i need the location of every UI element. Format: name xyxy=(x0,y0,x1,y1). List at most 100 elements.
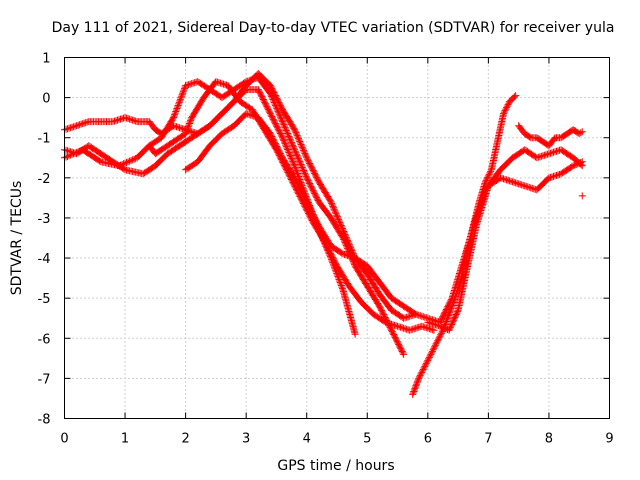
data-point xyxy=(445,326,453,334)
data-point xyxy=(503,176,511,184)
data-point xyxy=(444,313,452,321)
y-tick-labels: 1 0 -1 -2 -3 -4 -5 -6 -7 -8 xyxy=(38,52,51,428)
data-point xyxy=(412,310,420,318)
data-point xyxy=(433,338,441,346)
data-point xyxy=(409,389,417,397)
data-point xyxy=(539,152,547,160)
data-point xyxy=(453,308,461,316)
data-point xyxy=(284,146,292,154)
data-point xyxy=(412,324,420,332)
data-point xyxy=(275,110,283,118)
data-point xyxy=(452,312,460,320)
data-point xyxy=(540,151,548,159)
data-point xyxy=(519,181,527,189)
data-point xyxy=(422,314,430,322)
data-point xyxy=(341,251,349,259)
data-point xyxy=(351,330,359,338)
data-point xyxy=(434,322,442,330)
data-point xyxy=(188,80,196,88)
data-point xyxy=(546,173,554,181)
data-point xyxy=(289,157,297,165)
data-point xyxy=(284,130,292,137)
series-track-6 xyxy=(409,92,520,398)
data-point xyxy=(437,323,445,331)
data-point xyxy=(545,150,553,158)
data-point xyxy=(294,135,302,143)
data-point xyxy=(290,144,298,152)
y-tick-label: -6 xyxy=(38,332,51,347)
data-point xyxy=(62,146,70,154)
data-point xyxy=(176,124,184,132)
y-tick-label: -2 xyxy=(38,172,51,187)
data-point xyxy=(71,122,79,130)
data-point xyxy=(446,325,454,333)
data-point xyxy=(451,313,459,321)
y-axis-label: SDTVAR / TECUs xyxy=(9,181,25,296)
chart-title: Day 111 of 2021, Sidereal Day-to-day VTE… xyxy=(52,20,615,36)
x-tick-labels: 0 1 2 3 4 5 6 7 8 9 xyxy=(60,432,613,447)
data-point xyxy=(524,183,532,191)
data-point xyxy=(291,127,299,135)
data-point xyxy=(129,156,137,164)
data-point xyxy=(126,115,134,123)
x-tick-label: 1 xyxy=(121,432,129,447)
data-point xyxy=(269,96,277,104)
data-point xyxy=(172,108,180,116)
data-point xyxy=(267,91,275,99)
data-point xyxy=(176,95,184,103)
data-point xyxy=(403,325,411,333)
y-tick-label: -5 xyxy=(38,292,51,307)
data-point xyxy=(301,171,309,179)
data-point xyxy=(414,376,422,384)
data-point xyxy=(302,152,310,160)
data-point xyxy=(294,155,302,163)
data-point xyxy=(175,100,183,108)
series-track-3 xyxy=(61,70,420,322)
data-point xyxy=(423,358,431,366)
data-point xyxy=(121,114,129,122)
data-point xyxy=(444,312,452,320)
data-point xyxy=(182,128,190,136)
data-point xyxy=(335,216,343,224)
data-point xyxy=(420,364,428,372)
data-point xyxy=(334,214,342,222)
data-point xyxy=(434,337,442,345)
data-point xyxy=(545,174,553,182)
data-point xyxy=(286,151,294,159)
data-point xyxy=(118,115,126,123)
data-point xyxy=(297,161,305,169)
data-point xyxy=(132,117,140,125)
data-point xyxy=(336,279,344,287)
data-point xyxy=(421,313,429,321)
data-point xyxy=(434,335,442,343)
data-point xyxy=(244,77,252,85)
data-point xyxy=(129,116,137,124)
data-point xyxy=(439,324,447,332)
data-point xyxy=(485,170,493,178)
data-point xyxy=(295,156,303,164)
y-tick-label: 1 xyxy=(42,52,50,67)
data-point xyxy=(333,211,341,219)
data-point xyxy=(425,355,433,363)
data-point xyxy=(438,328,446,336)
data-point xyxy=(433,321,441,329)
data-point xyxy=(482,176,490,184)
data-point xyxy=(427,319,435,327)
data-point xyxy=(65,147,73,155)
data-point xyxy=(421,362,429,370)
data-point xyxy=(435,334,443,342)
data-point xyxy=(328,201,336,209)
data-point xyxy=(296,139,304,147)
x-tick-label: 6 xyxy=(424,432,432,447)
data-point xyxy=(450,315,458,323)
data-point xyxy=(169,115,177,123)
data-point xyxy=(284,147,292,155)
data-point xyxy=(171,122,179,130)
data-point xyxy=(247,111,255,119)
data-point xyxy=(189,79,197,87)
data-point xyxy=(447,306,455,314)
data-point xyxy=(123,114,131,122)
data-point xyxy=(284,131,292,139)
data-point xyxy=(278,132,286,140)
data-point xyxy=(296,138,304,146)
